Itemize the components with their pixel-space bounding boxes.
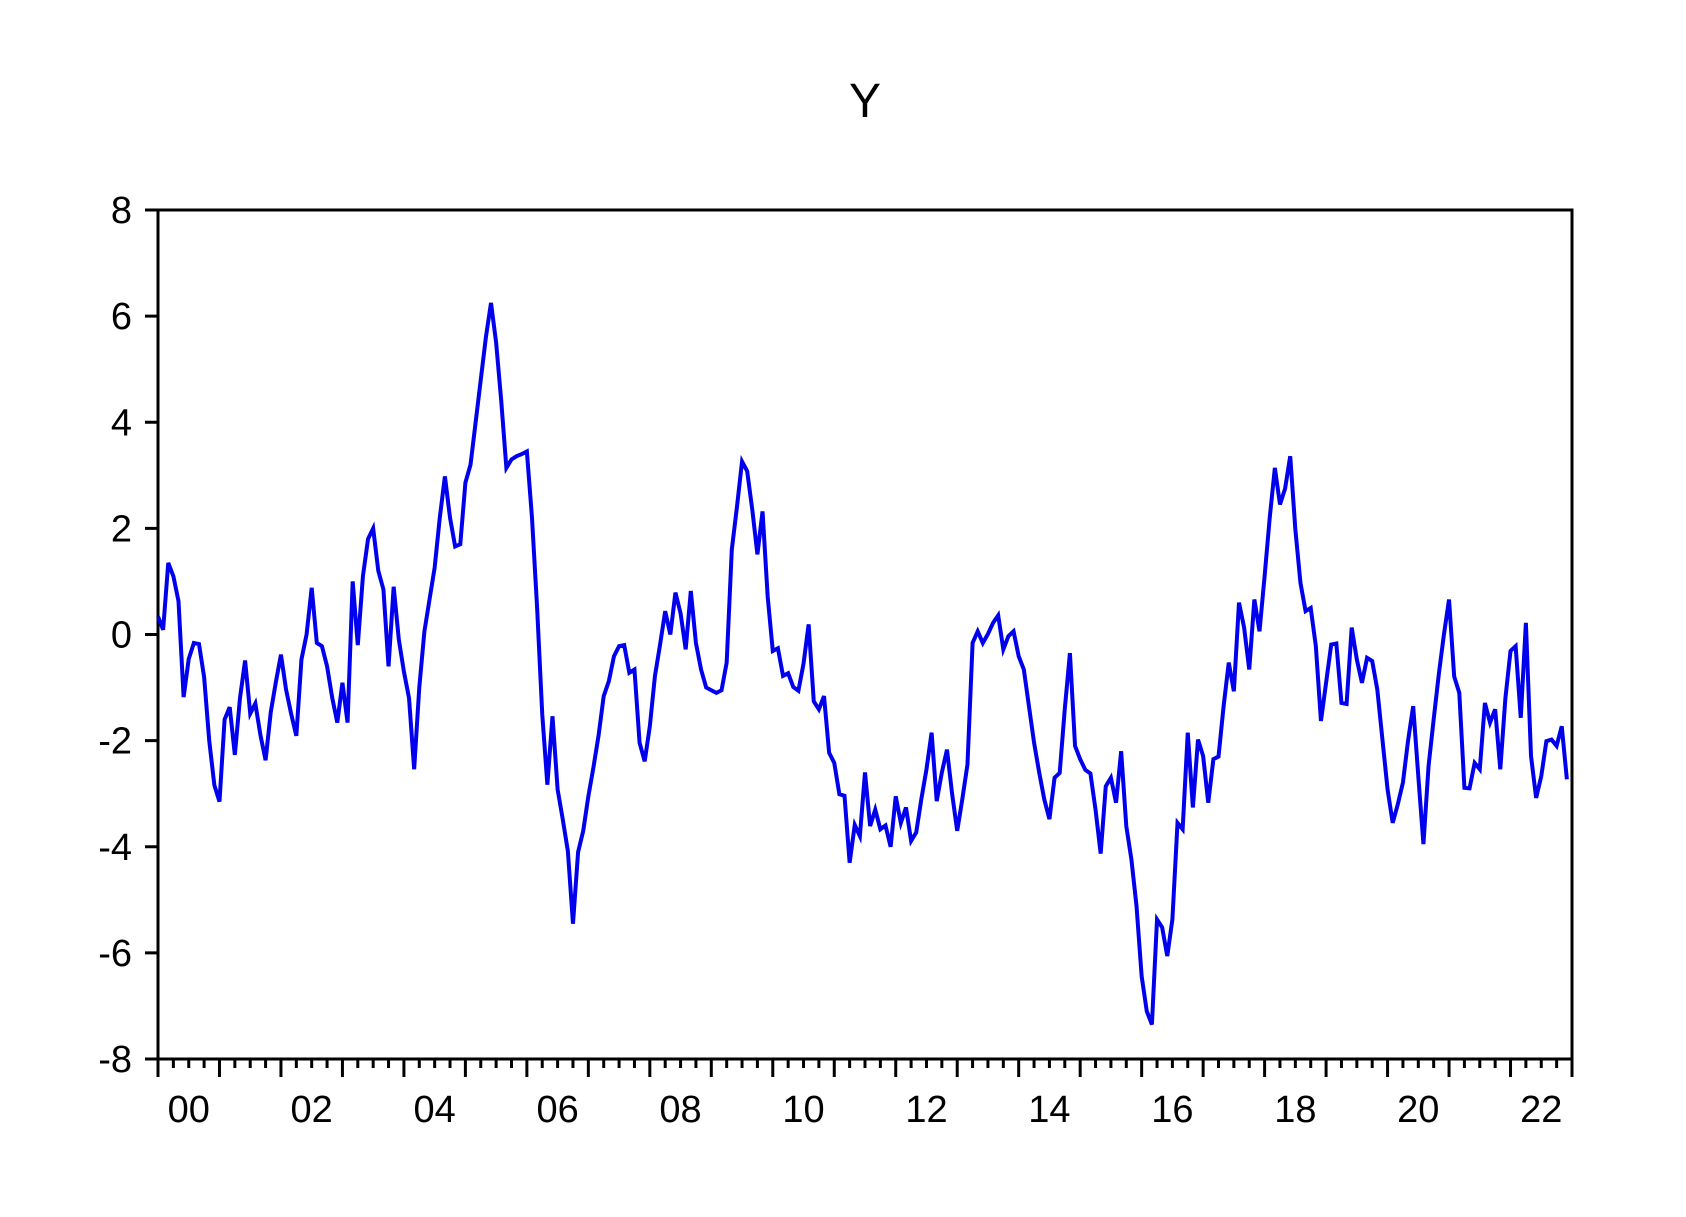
y-tick-label: 0 <box>111 615 132 657</box>
y-tick-label: -2 <box>98 721 132 763</box>
y-tick-label: -8 <box>98 1039 132 1081</box>
x-tick-label: 08 <box>659 1089 701 1131</box>
x-tick-label: 22 <box>1520 1089 1562 1131</box>
y-tick-label: 6 <box>111 296 132 338</box>
x-tick-label: 16 <box>1151 1089 1193 1131</box>
x-tick-label: 10 <box>782 1089 824 1131</box>
data-series-line <box>156 302 1569 1026</box>
plot-frame <box>156 208 1574 1061</box>
y-tick-label: 2 <box>111 508 132 550</box>
x-tick-label: 18 <box>1274 1089 1316 1131</box>
y-tick-label: 8 <box>111 190 132 232</box>
x-tick-label: 04 <box>414 1089 456 1131</box>
y-tick-label: -4 <box>98 827 132 869</box>
chart-title: Y <box>848 75 881 128</box>
x-tick-label: 14 <box>1028 1089 1070 1131</box>
y-tick-label: -6 <box>98 933 132 975</box>
x-tick-label: 02 <box>291 1089 333 1131</box>
x-tick-label: 12 <box>905 1089 947 1131</box>
y-tick-label: 4 <box>111 402 132 444</box>
x-tick-label: 20 <box>1397 1089 1439 1131</box>
x-tick-label: 00 <box>168 1089 210 1131</box>
x-tick-label: 06 <box>536 1089 578 1131</box>
